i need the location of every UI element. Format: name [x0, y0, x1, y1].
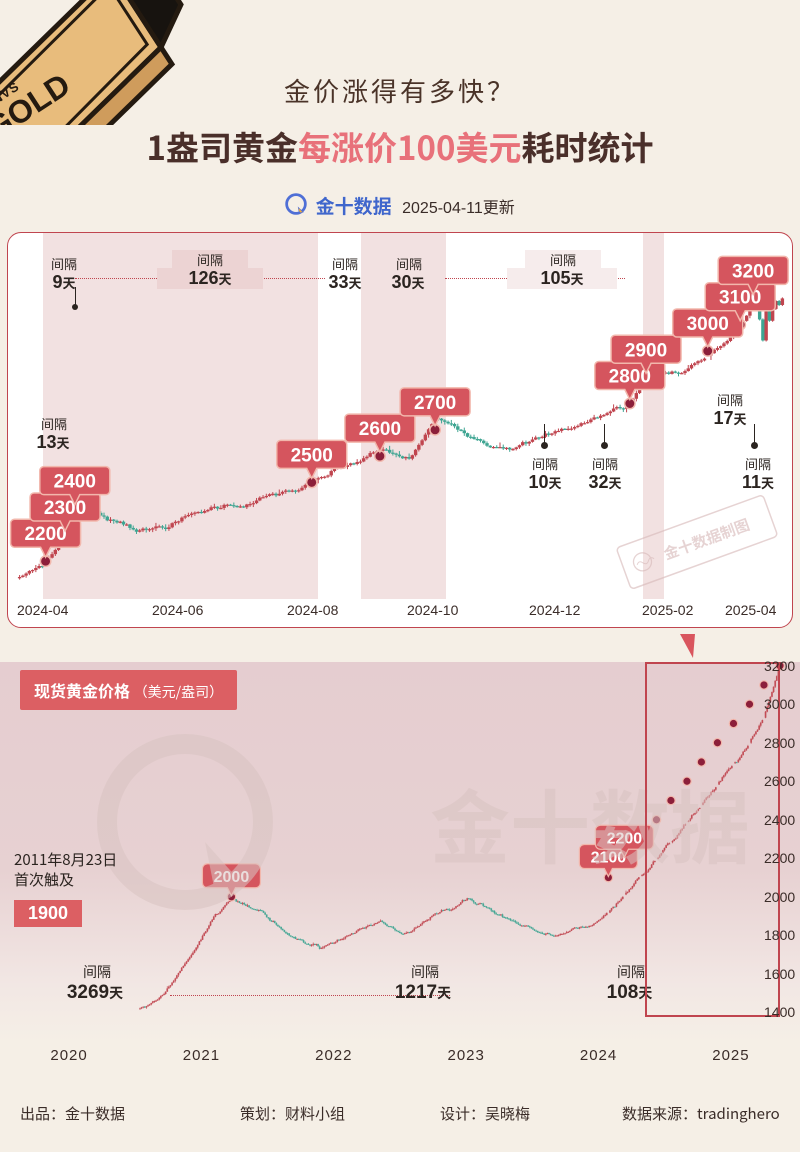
svg-text:2300: 2300	[44, 498, 86, 519]
svg-text:3200: 3200	[732, 261, 774, 282]
svg-text:2100: 2100	[591, 850, 627, 867]
svg-text:2200: 2200	[607, 830, 643, 847]
svg-text:2700: 2700	[414, 393, 456, 414]
svg-text:2200: 2200	[24, 524, 66, 545]
svg-text:2900: 2900	[625, 340, 667, 361]
svg-text:3000: 3000	[687, 314, 729, 335]
svg-text:2600: 2600	[359, 419, 401, 440]
svg-text:2000: 2000	[214, 869, 250, 886]
svg-text:2500: 2500	[291, 445, 333, 466]
svg-text:2400: 2400	[54, 472, 96, 493]
